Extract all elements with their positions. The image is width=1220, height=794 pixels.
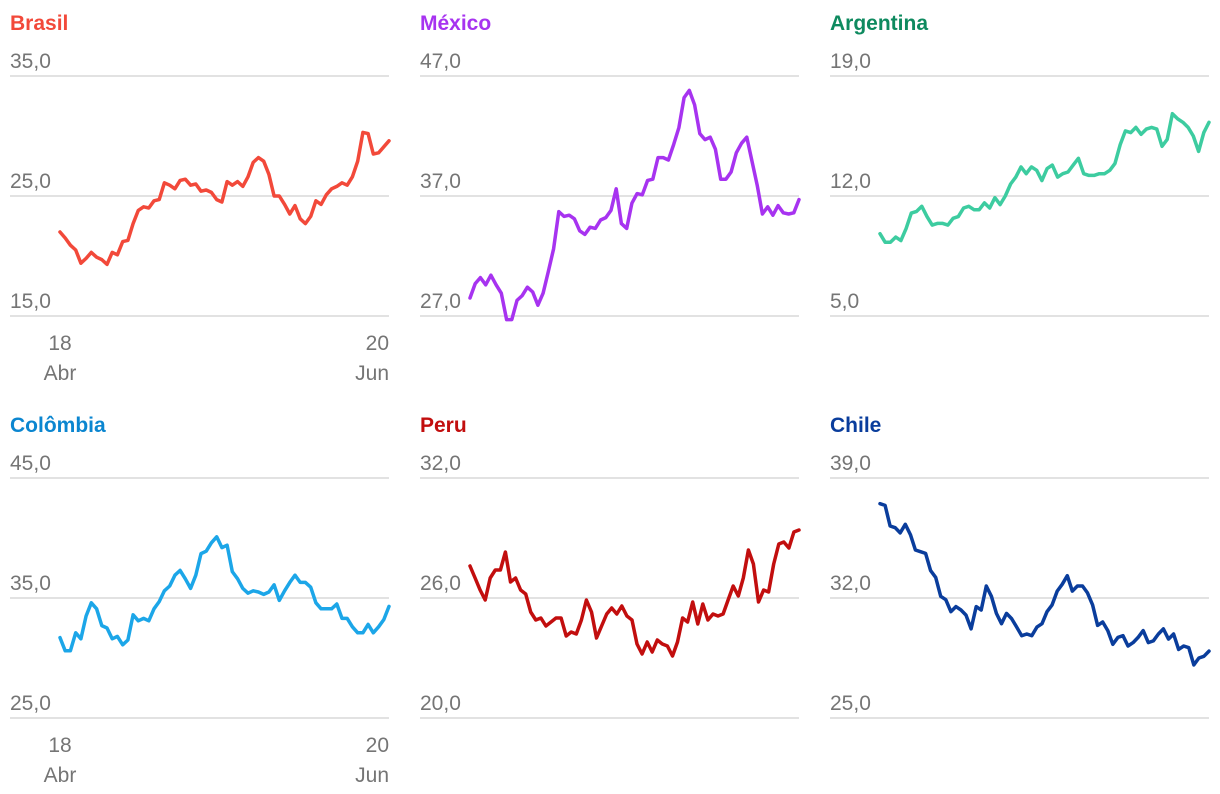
colombia-x-tick-start-day: 18 — [48, 734, 71, 757]
argentina-y-tick-label: 5,0 — [830, 290, 859, 313]
brasil-y-tick-label: 35,0 — [10, 50, 51, 73]
brasil-series-line — [58, 130, 391, 267]
brasil-x-tick-start-month: Abr — [44, 362, 77, 385]
mexico-y-tick-label: 37,0 — [420, 170, 461, 193]
peru-y-tick-label: 20,0 — [420, 692, 461, 715]
mexico-y-tick-label: 47,0 — [420, 50, 461, 73]
mexico-series-line — [468, 88, 801, 322]
argentina-series-line — [878, 111, 1211, 245]
colombia-title: Colômbia — [10, 414, 106, 437]
brasil-x-tick-end-month: Jun — [355, 362, 389, 385]
colombia-series-line — [58, 535, 391, 653]
colombia-x-tick-end-month: Jun — [355, 764, 389, 787]
brasil-title: Brasil — [10, 12, 68, 35]
colombia-y-tick-label: 25,0 — [10, 692, 51, 715]
colombia-x-tick-end-day: 20 — [366, 734, 389, 757]
chile-y-tick-label: 39,0 — [830, 452, 871, 475]
argentina-y-tick-label: 12,0 — [830, 170, 871, 193]
colombia-y-tick-label: 35,0 — [10, 572, 51, 595]
brasil-x-tick-start-day: 18 — [48, 332, 71, 355]
argentina-y-tick-label: 19,0 — [830, 50, 871, 73]
peru-series-line — [468, 528, 801, 658]
brasil-x-tick-end-day: 20 — [366, 332, 389, 355]
peru-title: Peru — [420, 414, 467, 437]
brasil-y-tick-label: 15,0 — [10, 290, 51, 313]
peru-y-tick-label: 32,0 — [420, 452, 461, 475]
chile-series-line — [878, 501, 1211, 667]
peru-y-tick-label: 26,0 — [420, 572, 461, 595]
chile-y-tick-label: 32,0 — [830, 572, 871, 595]
chile-y-tick-label: 25,0 — [830, 692, 871, 715]
mexico-y-tick-label: 27,0 — [420, 290, 461, 313]
brasil-y-tick-label: 25,0 — [10, 170, 51, 193]
colombia-y-tick-label: 45,0 — [10, 452, 51, 475]
chile-title: Chile — [830, 414, 881, 437]
colombia-x-tick-start-month: Abr — [44, 764, 77, 787]
mexico-title: México — [420, 12, 491, 35]
argentina-title: Argentina — [830, 12, 928, 35]
